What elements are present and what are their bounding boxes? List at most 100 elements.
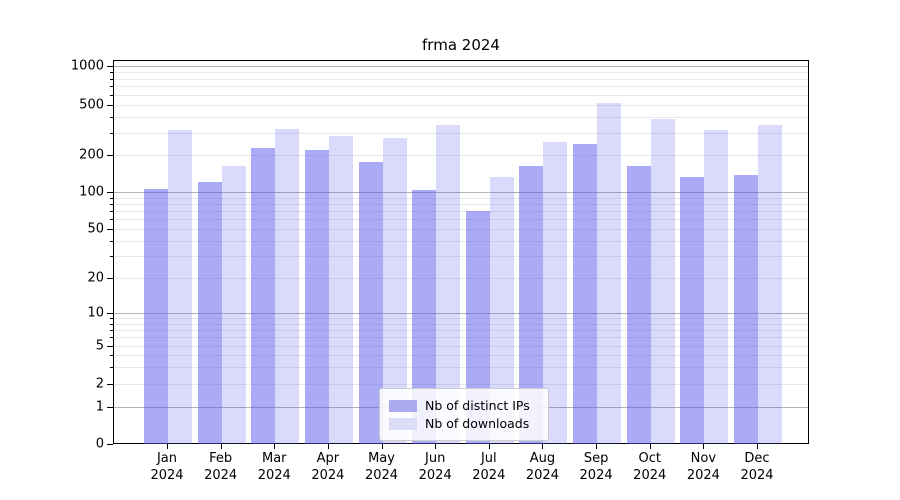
gridline-minor bbox=[114, 117, 808, 119]
gridline-minor bbox=[114, 384, 808, 385]
gridline-minor bbox=[114, 155, 808, 156]
y-minor-tick-mark bbox=[110, 367, 113, 369]
y-minor-tick-mark bbox=[110, 86, 113, 88]
gridline-minor bbox=[114, 105, 808, 106]
gridline-minor bbox=[114, 71, 808, 73]
bar-oct-downloads bbox=[650, 118, 675, 444]
bar-mar-downloads bbox=[275, 128, 300, 444]
legend-swatch-downloads bbox=[389, 417, 417, 430]
gridline-minor bbox=[114, 337, 808, 339]
y-minor-tick-mark bbox=[110, 78, 113, 80]
x-tick-mark bbox=[488, 444, 490, 449]
bar-feb-downloads bbox=[221, 166, 246, 444]
gridline-minor bbox=[114, 240, 808, 242]
gridline-minor bbox=[114, 323, 808, 325]
x-tick-mark bbox=[381, 444, 383, 449]
gridline-minor bbox=[114, 94, 808, 96]
x-tick-label-jan: Jan 2024 bbox=[150, 451, 184, 483]
y-minor-tick-mark bbox=[110, 219, 113, 221]
y-tick-mark bbox=[107, 313, 113, 314]
y-minor-tick-mark bbox=[110, 355, 113, 357]
x-tick-label-may: May 2024 bbox=[364, 451, 399, 483]
bar-oct-distinct-ips bbox=[626, 166, 651, 444]
x-tick-label-apr: Apr 2024 bbox=[311, 451, 345, 483]
x-tick-mark bbox=[327, 444, 329, 449]
legend-label: Nb of downloads bbox=[425, 416, 530, 431]
legend-label: Nb of distinct IPs bbox=[425, 398, 530, 413]
y-minor-tick-mark bbox=[110, 337, 113, 339]
x-tick-label-dec: Dec 2024 bbox=[740, 451, 774, 483]
y-minor-tick-mark bbox=[110, 329, 113, 331]
y-tick-label: 100 bbox=[79, 184, 104, 200]
gridline-minor bbox=[114, 132, 808, 134]
y-tick-mark bbox=[107, 384, 113, 385]
legend-item-distinct-ips: Nb of distinct IPs bbox=[389, 398, 539, 413]
bar-nov-distinct-ips bbox=[680, 176, 705, 444]
gridline-minor bbox=[114, 278, 808, 279]
y-tick-label: 2 bbox=[95, 376, 104, 392]
gridline-minor bbox=[114, 197, 808, 199]
y-tick-label: 500 bbox=[79, 97, 104, 113]
y-tick-label: 50 bbox=[87, 221, 104, 237]
y-tick-mark bbox=[107, 105, 113, 106]
y-minor-tick-mark bbox=[110, 203, 113, 205]
gridline-minor bbox=[114, 318, 808, 320]
y-tick-mark bbox=[107, 443, 113, 445]
y-tick-label: 20 bbox=[87, 270, 104, 286]
gridline-minor bbox=[114, 329, 808, 331]
y-tick-mark bbox=[107, 278, 113, 279]
y-tick-mark bbox=[107, 155, 113, 156]
x-tick-mark bbox=[435, 444, 437, 449]
x-tick-mark bbox=[703, 444, 705, 449]
gridline-major bbox=[114, 192, 808, 193]
y-minor-tick-mark bbox=[110, 256, 113, 258]
y-tick-label: 200 bbox=[79, 147, 104, 163]
y-minor-tick-mark bbox=[110, 211, 113, 213]
y-tick-label: 1 bbox=[95, 399, 104, 415]
y-minor-tick-mark bbox=[110, 71, 113, 73]
x-tick-mark bbox=[167, 444, 168, 449]
bar-feb-distinct-ips bbox=[197, 182, 222, 444]
gridline-minor bbox=[114, 78, 808, 80]
y-minor-tick-mark bbox=[110, 132, 113, 134]
gridline-major bbox=[114, 313, 808, 314]
bar-dec-distinct-ips bbox=[733, 175, 758, 444]
y-minor-tick-mark bbox=[110, 323, 113, 325]
y-tick-mark bbox=[107, 407, 113, 408]
x-tick-label-feb: Feb 2024 bbox=[204, 451, 238, 483]
gridline-minor bbox=[114, 211, 808, 213]
y-tick-label: 10 bbox=[87, 305, 104, 321]
bar-dec-downloads bbox=[757, 125, 782, 444]
bar-mar-distinct-ips bbox=[251, 148, 276, 444]
y-tick-mark bbox=[107, 229, 113, 230]
gridline-minor bbox=[114, 346, 808, 347]
y-tick-mark bbox=[107, 192, 113, 193]
y-minor-tick-mark bbox=[110, 94, 113, 96]
y-tick-label: 0 bbox=[95, 436, 104, 451]
bar-jan-downloads bbox=[168, 130, 192, 444]
x-tick-label-mar: Mar 2024 bbox=[257, 451, 291, 483]
bar-sep-downloads bbox=[597, 102, 622, 444]
gridline-minor bbox=[114, 86, 808, 88]
bar-apr-downloads bbox=[328, 135, 353, 444]
x-tick-label-jun: Jun 2024 bbox=[418, 451, 452, 483]
x-tick-label-aug: Aug 2024 bbox=[525, 451, 559, 483]
legend-item-downloads: Nb of downloads bbox=[389, 416, 539, 431]
y-tick-label: 1000 bbox=[70, 58, 104, 74]
gridline-minor bbox=[114, 219, 808, 221]
legend-swatch-distinct-ips bbox=[389, 399, 417, 412]
bar-may-distinct-ips bbox=[358, 162, 383, 444]
bar-nov-downloads bbox=[704, 130, 729, 444]
y-minor-tick-mark bbox=[110, 197, 113, 199]
y-tick-label: 5 bbox=[95, 338, 104, 354]
gridline-minor bbox=[114, 256, 808, 258]
y-minor-tick-mark bbox=[110, 240, 113, 242]
x-tick-mark bbox=[274, 444, 276, 449]
gridline-minor bbox=[114, 203, 808, 205]
y-minor-tick-mark bbox=[110, 318, 113, 320]
x-tick-mark bbox=[756, 444, 758, 449]
y-tick-mark bbox=[107, 346, 113, 347]
x-tick-label-oct: Oct 2024 bbox=[633, 451, 667, 483]
bar-sep-distinct-ips bbox=[573, 143, 598, 444]
x-tick-mark bbox=[542, 444, 544, 449]
